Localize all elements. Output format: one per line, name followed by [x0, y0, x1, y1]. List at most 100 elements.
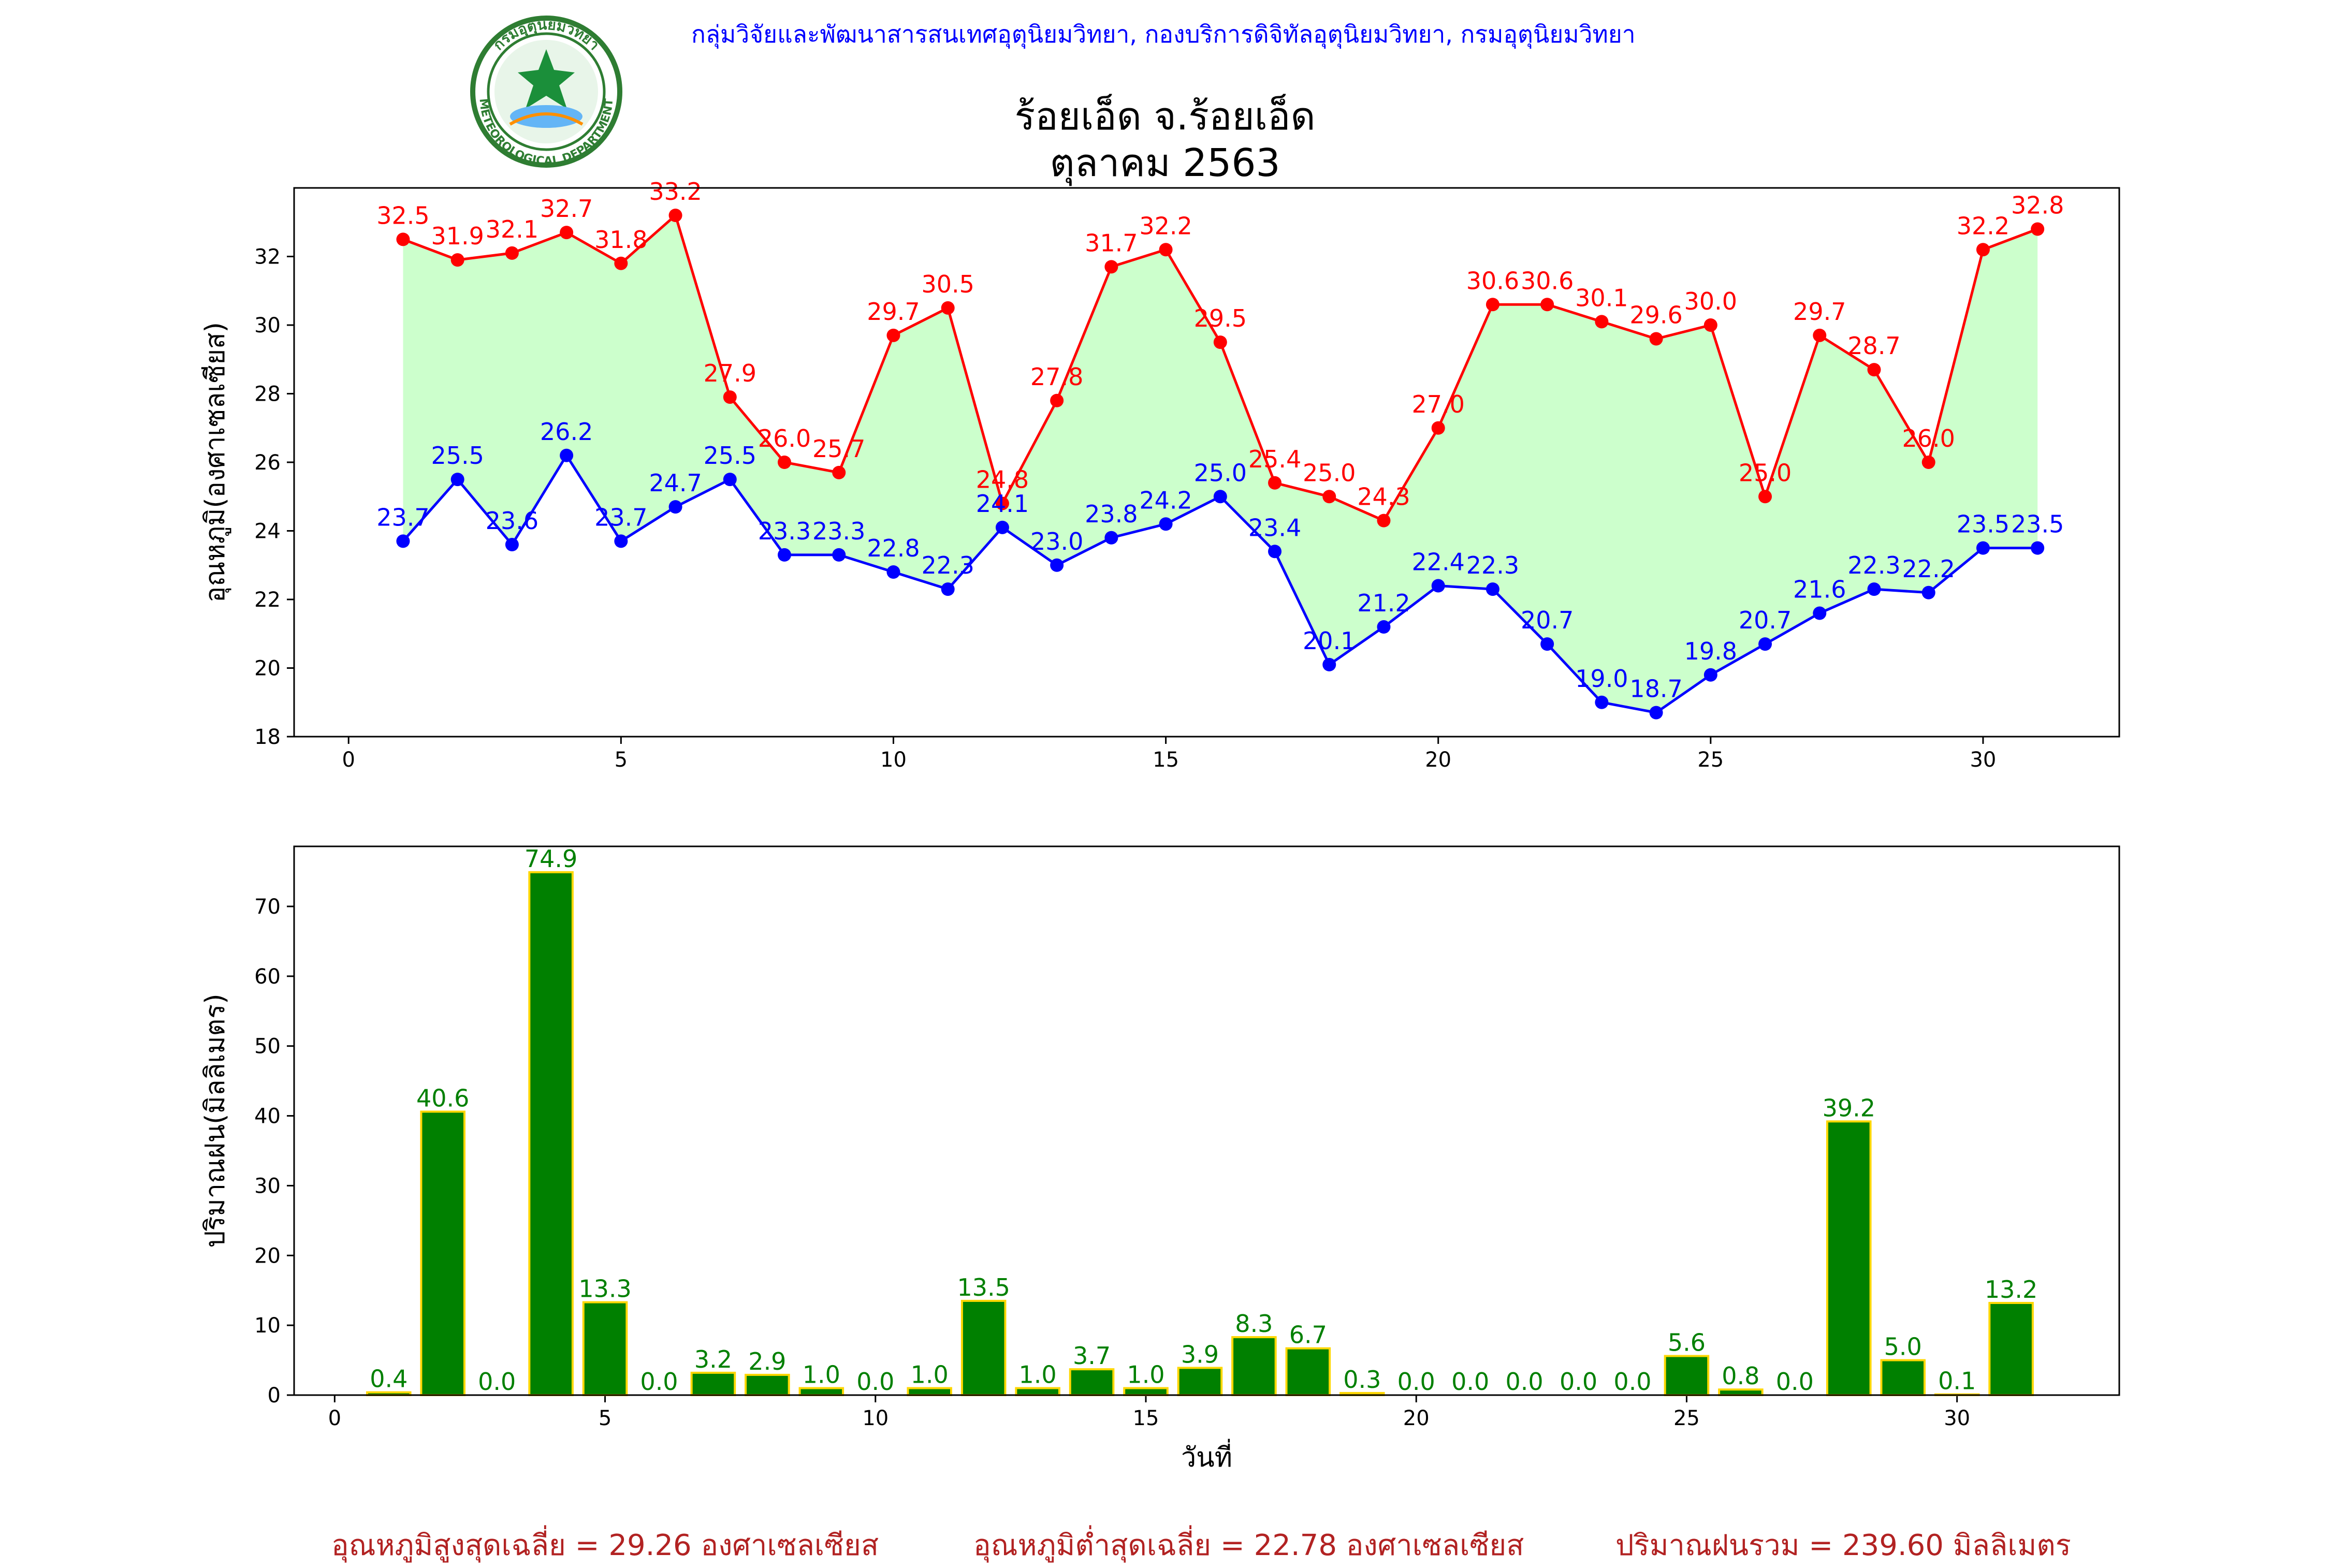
rain-value-label: 1.0 [911, 1361, 949, 1389]
min-temp-point [832, 548, 846, 562]
max-temp-point [1322, 490, 1336, 504]
max-temp-point [995, 496, 1009, 510]
max-temp-label: 25.0 [1739, 459, 1792, 487]
max-temp-label: 32.8 [2011, 192, 2064, 219]
min-temp-label: 22.3 [921, 551, 974, 579]
y-axis-label: ปริมาณฝน(มิลลิเมตร) [200, 993, 231, 1248]
max-temp-label: 27.9 [704, 359, 756, 387]
rain-value-label: 13.5 [957, 1273, 1010, 1301]
rain-bar [1664, 1355, 1710, 1396]
max-temp-label: 31.9 [431, 222, 484, 250]
y-tick-label: 28 [254, 383, 281, 406]
max-temp-point [1268, 476, 1282, 490]
min-temp-label: 20.7 [1739, 606, 1792, 634]
max-temp-label: 29.7 [1793, 298, 1846, 326]
min-temp-point [1649, 706, 1663, 720]
x-tick-label: 30 [1944, 1406, 1970, 1430]
rain-bar [1826, 1120, 1872, 1397]
max-temp-label: 25.7 [812, 435, 865, 463]
min-temp-point [1050, 558, 1064, 572]
rain-bar [420, 1110, 466, 1397]
max-temp-label: 25.0 [1303, 459, 1356, 487]
y-tick-label: 30 [254, 1174, 281, 1198]
chart-title: ร้อยเอ็ด จ.ร้อยเอ็ด [1014, 94, 1316, 139]
rain-bar [582, 1301, 628, 1397]
min-temp-point [723, 473, 737, 487]
min-temp-label: 23.8 [1085, 500, 1138, 528]
chart-subtitle: ตุลาคม 2563 [1050, 141, 1280, 185]
min-temp-label: 23.4 [1248, 514, 1301, 541]
rain-bar [1123, 1387, 1169, 1396]
min-temp-label: 23.3 [812, 517, 865, 545]
x-tick-label: 0 [342, 748, 355, 772]
min-temp-label: 21.2 [1357, 589, 1410, 617]
max-temp-point [396, 232, 410, 246]
min-temp-point [1703, 668, 1717, 682]
min-temp-point [396, 534, 410, 548]
max-temp-point [941, 301, 955, 315]
avg-min-temp-text: อุณหภูมิต่ำสุดเฉลี่ย = 22.78 องศาเซลเซีย… [973, 1529, 1524, 1562]
min-temp-label: 22.3 [1847, 551, 1900, 579]
max-temp-label: 31.7 [1085, 229, 1138, 257]
y-tick-label: 0 [268, 1384, 281, 1408]
max-temp-point [1921, 456, 1935, 469]
max-temp-point [886, 328, 900, 342]
min-temp-point [1159, 517, 1173, 531]
x-tick-label: 0 [328, 1406, 341, 1430]
max-temp-label: 29.6 [1629, 301, 1682, 329]
min-temp-point [1268, 545, 1282, 559]
x-tick-label: 15 [1133, 1406, 1159, 1430]
y-tick-label: 10 [254, 1314, 281, 1338]
max-temp-point [1104, 260, 1118, 274]
max-temp-label: 29.7 [867, 298, 920, 326]
max-temp-point [1867, 363, 1881, 377]
min-temp-label: 22.2 [1902, 555, 1955, 583]
rain-value-label: 0.0 [856, 1368, 894, 1396]
min-temp-point [1486, 582, 1499, 596]
max-temp-label: 24.3 [1357, 483, 1410, 511]
rain-value-label: 1.0 [1019, 1361, 1057, 1389]
x-tick-label: 15 [1153, 748, 1179, 772]
min-temp-point [1595, 695, 1609, 709]
max-temp-point [1649, 332, 1663, 346]
rain-value-label: 0.4 [370, 1365, 407, 1393]
max-temp-point [723, 390, 737, 404]
max-temp-label: 33.2 [649, 178, 702, 206]
x-tick-label: 20 [1425, 748, 1451, 772]
avg-max-temp-text: อุณหภูมิสูงสุดเฉลี่ย = 29.26 องศาเซลเซีย… [331, 1529, 879, 1562]
min-temp-label: 23.5 [2011, 510, 2064, 538]
max-temp-label: 30.0 [1684, 287, 1737, 315]
max-temp-point [1976, 243, 1990, 257]
rain-value-label: 2.9 [748, 1347, 786, 1375]
min-temp-label: 21.6 [1793, 576, 1846, 604]
min-temp-point [1377, 620, 1391, 634]
y-tick-label: 60 [254, 965, 281, 989]
total-rain-text: ปริมาณฝนรวม = 239.60 มิลลิเมตร [1615, 1529, 2071, 1562]
max-temp-point [614, 256, 628, 270]
min-temp-label: 24.7 [649, 469, 702, 497]
rain-value-label: 0.0 [1506, 1368, 1543, 1396]
rain-value-label: 74.9 [525, 845, 577, 873]
min-temp-label: 26.2 [540, 418, 593, 446]
min-temp-point [1758, 637, 1772, 651]
min-temp-point [450, 473, 464, 487]
max-temp-point [560, 226, 574, 240]
y-tick-label: 22 [254, 588, 281, 612]
rain-value-label: 3.7 [1073, 1342, 1111, 1370]
max-temp-point [1486, 298, 1499, 312]
min-temp-label: 23.5 [1957, 510, 2009, 538]
max-temp-point [2031, 222, 2045, 236]
max-temp-point [1213, 335, 1227, 349]
rain-value-label: 0.0 [1560, 1368, 1597, 1396]
rain-value-label: 0.0 [1451, 1368, 1489, 1396]
max-temp-point [668, 209, 682, 222]
temp-range-fill [403, 215, 2038, 713]
min-temp-label: 25.5 [431, 442, 484, 470]
x-tick-label: 25 [1697, 748, 1724, 772]
max-temp-point [1758, 490, 1772, 504]
rain-value-label: 8.3 [1235, 1310, 1273, 1338]
min-temp-label: 23.0 [1030, 527, 1083, 555]
rain-bar [1718, 1388, 1764, 1396]
min-temp-point [668, 500, 682, 514]
rain-bar [907, 1387, 953, 1396]
